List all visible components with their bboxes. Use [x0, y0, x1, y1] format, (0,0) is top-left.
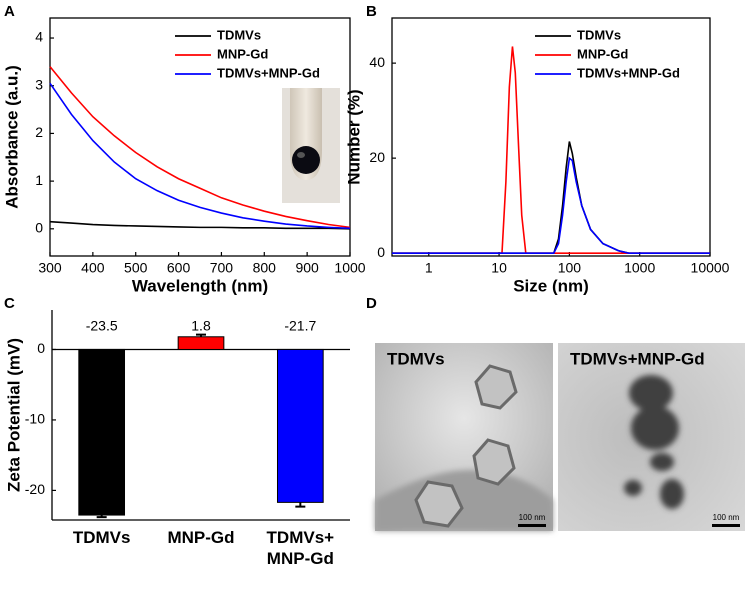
scale-bar-label: 100 nm [713, 513, 740, 522]
inset-photo [282, 88, 340, 203]
x-tick-label: 10 [491, 260, 507, 276]
plot-frame [49, 17, 351, 257]
panel-label: A [4, 3, 15, 20]
x-tick-label: 1000 [624, 260, 655, 276]
x-axis-title: Size (nm) [513, 276, 589, 295]
legend-label: TDMVs [217, 27, 261, 42]
image-label: TDMVs+MNP-Gd [570, 349, 705, 368]
bar [177, 336, 225, 350]
panel-label: B [366, 3, 377, 20]
bar [276, 348, 324, 503]
y-tick-label: 0 [37, 340, 45, 356]
x-tick-label: 700 [210, 260, 234, 276]
x-tick-label: TDMVs+ MNP-Gd [266, 528, 335, 568]
scale-bar-label: 100 nm [519, 513, 546, 522]
legend-label: MNP-Gd [217, 46, 268, 61]
image-label: TDMVs [387, 349, 445, 368]
x-tick-label: 900 [295, 260, 319, 276]
tem-image: TDMVs+MNP-Gd 100 nm [558, 343, 745, 531]
y-axis-title: Number (%) [344, 89, 363, 184]
series-line [49, 66, 351, 229]
y-tick-label: 4 [35, 29, 43, 45]
legend-label: TDMVs [577, 27, 621, 42]
y-tick-label: -20 [25, 481, 45, 497]
series-line [392, 156, 710, 254]
value-label: 1.8 [191, 318, 211, 334]
x-tick-label: 800 [253, 260, 277, 276]
y-tick-label: 20 [369, 149, 385, 165]
y-axis-title: Absorbance (a.u.) [2, 65, 21, 209]
error-bar [96, 515, 107, 519]
x-tick-label: 10000 [691, 260, 730, 276]
legend-label: TDMVs+MNP-Gd [577, 65, 680, 80]
y-tick-label: 0 [377, 244, 385, 260]
x-tick-label: 100 [558, 260, 582, 276]
tem-image: TDMVs 100 nm [375, 343, 553, 531]
y-tick-label: 0 [35, 220, 43, 236]
y-tick-label: 3 [35, 76, 43, 92]
y-tick-label: 40 [369, 54, 385, 70]
series-line [49, 220, 351, 230]
y-axis-title: Zeta Potential (mV) [4, 338, 23, 492]
x-tick-label: TDMVs [72, 528, 131, 547]
plot-frame [391, 17, 711, 257]
legend-label: MNP-Gd [577, 46, 628, 61]
series-line [392, 141, 710, 254]
legend-label: TDMVs+MNP-Gd [217, 65, 320, 80]
value-label: -23.5 [86, 318, 118, 334]
x-tick-label: 600 [167, 260, 191, 276]
value-label: -21.7 [284, 318, 316, 334]
panel-label: C [4, 295, 15, 312]
x-tick-label: 500 [124, 260, 148, 276]
y-tick-label: 2 [35, 124, 43, 140]
x-tick-label: 300 [38, 260, 62, 276]
panel-label: D [366, 295, 377, 312]
x-tick-label: 1000 [334, 260, 365, 276]
error-bar [196, 333, 206, 337]
x-axis-title: Wavelength (nm) [132, 276, 268, 295]
x-tick-label: 400 [81, 260, 105, 276]
x-tick-label: MNP-Gd [167, 528, 235, 547]
bar [78, 348, 126, 516]
x-tick-label: 1 [425, 260, 433, 276]
y-tick-label: -10 [25, 411, 45, 427]
y-tick-label: 1 [35, 172, 43, 188]
error-bar [295, 502, 306, 508]
series-line [49, 82, 351, 230]
